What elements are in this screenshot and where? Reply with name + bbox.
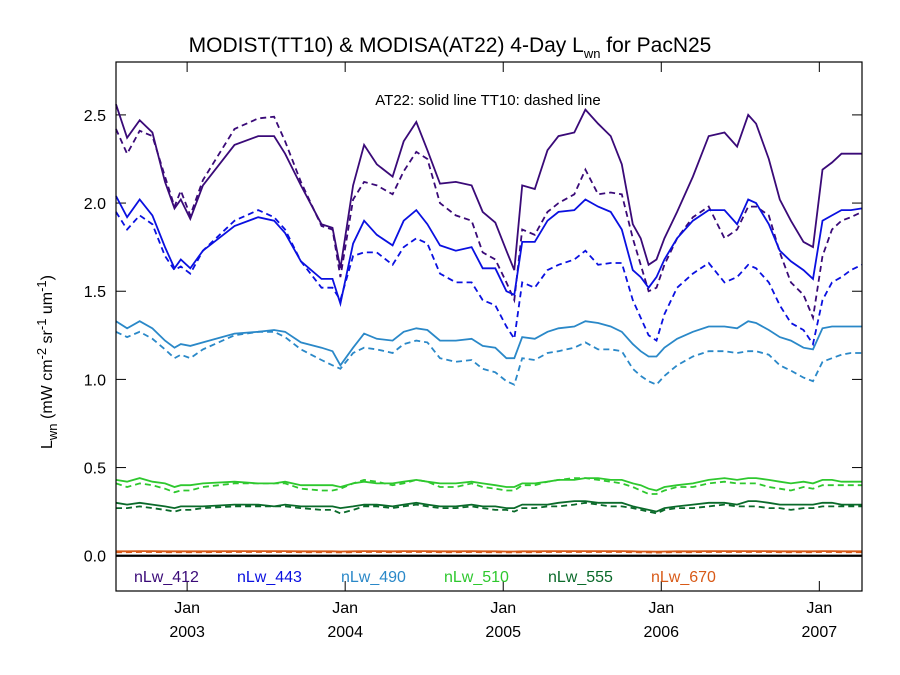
series-line-solid-nLw_443 bbox=[115, 195, 863, 308]
x-tick-month-label: Jan bbox=[490, 600, 516, 617]
series-line-solid-nLw_490 bbox=[115, 320, 862, 367]
svg-text:Lwn (mW cm-2 sr-1 um-1): Lwn (mW cm-2 sr-1 um-1) bbox=[34, 275, 60, 449]
series-line-dashed-nLw_555 bbox=[116, 501, 862, 515]
series-line-dashed-nLw_412 bbox=[115, 115, 863, 322]
series-layer bbox=[115, 104, 863, 554]
y-tick-label: 0.0 bbox=[84, 549, 106, 566]
x-tick-month-label: Jan bbox=[174, 600, 200, 617]
series-line-dashed-nLw_510 bbox=[115, 477, 862, 495]
series-line-dashed-nLw_490 bbox=[115, 330, 862, 386]
y-tick-label: 0.5 bbox=[84, 461, 106, 478]
y-tick-label: 2.0 bbox=[84, 196, 106, 213]
x-tick-month-label: Jan bbox=[332, 600, 358, 617]
x-tick-month-label: Jan bbox=[806, 600, 832, 617]
y-axis-label: Lwn (mW cm-2 sr-1 um-1) bbox=[34, 275, 60, 449]
ylabel-main: L bbox=[39, 440, 56, 449]
plot-frame bbox=[115, 61, 863, 592]
svg-text:MODIST(TT10) & MODISA(AT22) 4-: MODIST(TT10) & MODISA(AT22) 4-Day Lwn fo… bbox=[189, 34, 712, 61]
series-line-solid-nLw_555 bbox=[115, 500, 862, 513]
x-tick-year-label: 2007 bbox=[802, 624, 838, 641]
ylabel-units-f: -1 bbox=[34, 280, 49, 292]
y-tick-label: 1.5 bbox=[84, 284, 106, 301]
ylabel-units-a: (mW cm bbox=[39, 359, 56, 423]
series-line-solid-nLw_412 bbox=[115, 104, 862, 271]
ylabel-units-g: ) bbox=[39, 275, 56, 280]
legend-entry-nLw_443: nLw_443 bbox=[237, 569, 302, 586]
title-tail: for PacN25 bbox=[600, 34, 711, 57]
ylabel-units-d: -1 bbox=[34, 319, 49, 331]
y-tick-label: 2.5 bbox=[84, 108, 106, 125]
title-main: MODIST(TT10) & MODISA(AT22) 4-Day L bbox=[189, 34, 584, 57]
x-tick-year-label: 2006 bbox=[643, 624, 679, 641]
legend-entry-nLw_555: nLw_555 bbox=[548, 569, 613, 586]
x-tick-year-label: 2005 bbox=[485, 624, 521, 641]
x-tick-month-label: Jan bbox=[648, 600, 674, 617]
series-line-dashed-nLw_443 bbox=[115, 209, 863, 347]
chart-title: MODIST(TT10) & MODISA(AT22) 4-Day Lwn fo… bbox=[189, 34, 712, 61]
line-style-annotation: AT22: solid line TT10: dashed line bbox=[375, 92, 600, 109]
series-line-solid-nLw_510 bbox=[115, 477, 862, 492]
x-tick-year-label: 2003 bbox=[169, 624, 205, 641]
series-line-solid-nLw_670 bbox=[116, 550, 862, 553]
legend-entry-nLw_510: nLw_510 bbox=[444, 569, 509, 586]
legend-entry-nLw_670: nLw_670 bbox=[651, 569, 716, 586]
legend-entry-nLw_490: nLw_490 bbox=[341, 569, 406, 586]
ylabel-subscript: wn bbox=[45, 423, 60, 441]
x-tick-year-label: 2004 bbox=[327, 624, 363, 641]
legend: nLw_412 nLw_443 nLw_490 nLw_510 nLw_555 nLw_6… bbox=[134, 569, 716, 586]
ylabel-units-c: sr bbox=[39, 329, 56, 347]
title-subscript: wn bbox=[583, 46, 601, 61]
ylabel-units-e: um bbox=[39, 292, 56, 319]
legend-entry-nLw_412: nLw_412 bbox=[134, 569, 199, 586]
axis-ticks: 0.0 0.5 1.0 1.5 2.0 2.5 Jan 2003 Jan 2004 Jan 2005 J… bbox=[84, 62, 862, 641]
ylabel-units-b: -2 bbox=[34, 348, 49, 360]
y-tick-label: 1.0 bbox=[84, 372, 106, 389]
